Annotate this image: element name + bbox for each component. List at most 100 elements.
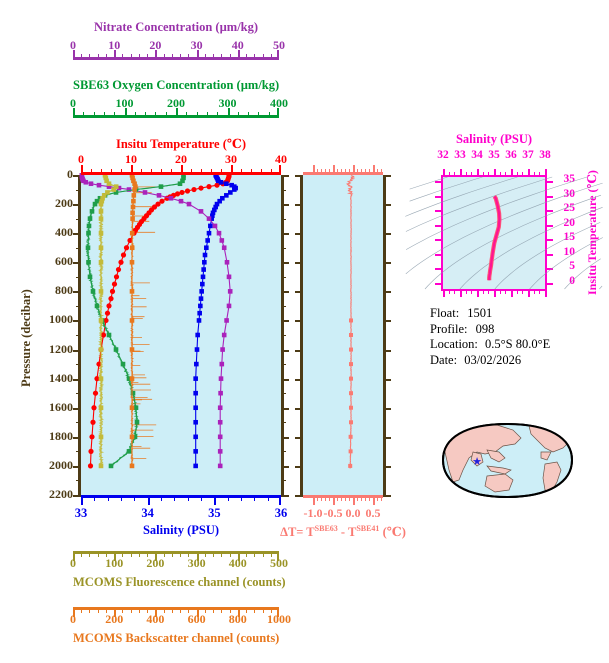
nitrate-axis-tick-3: 30 bbox=[190, 38, 203, 52]
meta-date-row: Date: 03/02/2026 bbox=[430, 353, 550, 369]
ts-y-tick-4: 15 bbox=[563, 231, 576, 244]
delta-tick-1: -0.5 bbox=[323, 506, 343, 520]
salinity-tick-1: 34 bbox=[141, 506, 154, 520]
temperature-axis-title: Insitu Temperature (℃) bbox=[115, 137, 247, 151]
delta-title-part-title: ΔT= T bbox=[280, 525, 315, 540]
backscatter-axis-tick-5: 1000 bbox=[267, 612, 291, 626]
temperature-axis-tick-4: 40 bbox=[275, 152, 287, 166]
meta-location-label: Location: bbox=[430, 337, 478, 351]
oxygen-axis-tick-3: 300 bbox=[218, 96, 237, 110]
delta-panel-frame-l bbox=[300, 175, 303, 495]
ts-x-tick-0: 32 bbox=[437, 149, 449, 161]
ts-y-tick-1: 30 bbox=[563, 187, 576, 200]
pressure-tick-3: 600 bbox=[55, 254, 73, 269]
nitrate-axis-title: Nitrate Concentration (µm/kg) bbox=[93, 20, 259, 34]
backscatter-axis-tick-3: 600 bbox=[187, 612, 206, 626]
ts-diagram-curve bbox=[405, 176, 603, 290]
backscatter-axis-tick-1: 200 bbox=[105, 612, 124, 626]
fluorescence-axis-tick-2: 200 bbox=[146, 556, 165, 570]
delta-title-part-title_end: (℃) bbox=[379, 525, 406, 540]
pressure-tick-6: 1200 bbox=[49, 341, 73, 356]
nitrate-axis-bar bbox=[73, 57, 279, 60]
meta-float-row: Float: 1501 bbox=[430, 306, 550, 322]
meta-date-value: 03/02/2026 bbox=[464, 352, 522, 367]
delta-panel-frame-r bbox=[383, 175, 386, 495]
fluorescence-axis-tick-1: 100 bbox=[105, 556, 124, 570]
ts-temperature-title: Insitu Temperature (℃) bbox=[585, 170, 599, 295]
ts-x-tick-3: 35 bbox=[488, 149, 500, 161]
float-location-marker: ★ bbox=[472, 455, 482, 468]
fluorescence-axis-tick-3: 300 bbox=[187, 556, 206, 570]
delta-axis-title: ΔT= TSBE63 - TSBE41 (℃) bbox=[273, 524, 413, 540]
profile-series bbox=[98, 172, 119, 469]
world-map-graphic: ★ bbox=[441, 422, 574, 499]
meta-location-row: Location: 0.5°S 80.0°E bbox=[430, 337, 550, 353]
ts-y-tick-5: 10 bbox=[563, 245, 576, 258]
meta-float-label: Float: bbox=[430, 306, 460, 320]
pressure-tick-1: 200 bbox=[55, 196, 73, 211]
float-metadata: Float: 1501 Profile: 098 Location: 0.5°S… bbox=[430, 306, 550, 368]
pressure-tick-11: 2200 bbox=[49, 487, 73, 501]
temperature-axis-line bbox=[81, 172, 281, 175]
nitrate-axis-tick-4: 40 bbox=[231, 38, 244, 52]
pressure-tick-9: 1800 bbox=[49, 428, 73, 443]
pressure-tick-4: 800 bbox=[55, 283, 73, 298]
isopycnal-contours bbox=[405, 176, 603, 290]
delta-tick-3: 0.5 bbox=[365, 506, 381, 520]
ts-x-tick-5: 37 bbox=[522, 149, 534, 161]
delta-temperature-curve bbox=[346, 174, 356, 469]
delta-title-part-title_mid: - T bbox=[337, 525, 357, 540]
profile-series bbox=[79, 172, 233, 469]
salinity-axis-line bbox=[81, 495, 281, 498]
delta-panel-frame-t bbox=[303, 172, 383, 175]
backscatter-axis-bar bbox=[73, 607, 279, 610]
ts-y-tick-0: 35 bbox=[563, 173, 576, 185]
meta-date-label: Date: bbox=[430, 352, 458, 367]
delta-title-part-title_sup1: SBE63 bbox=[314, 524, 338, 533]
nitrate-axis-tick-2: 20 bbox=[149, 38, 162, 52]
nitrate-axis-tick-0: 0 bbox=[70, 38, 76, 52]
oxygen-axis-tick-0: 0 bbox=[70, 96, 76, 110]
profile-curves bbox=[79, 172, 238, 469]
ts-x-tick-6: 38 bbox=[539, 149, 551, 161]
meta-profile-row: Profile: 098 bbox=[430, 322, 550, 338]
delta-tick-2: 0.0 bbox=[345, 506, 361, 520]
fluorescence-axis-title: MCOMS Fluorescence channel (counts) bbox=[73, 575, 286, 589]
ts-y-tick-2: 25 bbox=[563, 202, 576, 215]
world-map: ★ bbox=[425, 408, 590, 513]
ts-x-tick-1: 33 bbox=[454, 149, 466, 161]
pressure-tick-5: 1000 bbox=[49, 312, 73, 327]
delta-tick-0: -1.0 bbox=[303, 506, 323, 520]
ts-salinity-title: Salinity (PSU) bbox=[455, 132, 533, 146]
ts-y-tick-3: 20 bbox=[563, 216, 576, 229]
temperature-salinity-panel: Salinity (PSU) 32 33 34 35 36 37 38 35 30 25 20 15 10… bbox=[405, 132, 603, 297]
pressure-tick-8: 1600 bbox=[49, 399, 73, 414]
backscatter-axis-tick-4: 800 bbox=[228, 612, 247, 626]
temperature-axis-tick-3: 30 bbox=[225, 152, 237, 166]
pressure-tick-0: 0 bbox=[67, 167, 73, 181]
oxygen-axis-tick-2: 200 bbox=[167, 96, 185, 110]
pressure-tick-7: 1400 bbox=[49, 370, 73, 385]
fluorescence-axis-tick-4: 400 bbox=[228, 556, 247, 570]
ts-x-tick-4: 36 bbox=[505, 149, 517, 161]
profile-series bbox=[129, 172, 138, 469]
temperature-axis-tick-2: 20 bbox=[175, 152, 187, 166]
profile-series bbox=[193, 172, 238, 469]
pressure-tick-10: 2000 bbox=[49, 457, 73, 472]
pressure-tick-2: 400 bbox=[55, 225, 73, 240]
pressure-axis-title: Pressure (decibar) bbox=[19, 289, 33, 387]
ts-x-tick-2: 34 bbox=[471, 149, 483, 161]
delta-panel-frame-b bbox=[303, 495, 383, 498]
salinity-axis-title: Salinity (PSU) bbox=[142, 523, 220, 537]
oxygen-axis-tick-1: 100 bbox=[115, 96, 134, 110]
salinity-tick-3: 36 bbox=[274, 506, 288, 520]
fluorescence-axis-tick-5: 500 bbox=[270, 556, 288, 570]
profile-plot-panel: 0 200 400 600 800 1000 1200 1400 1600 1800 2000 220… bbox=[19, 167, 289, 537]
backscatter-axis-title: MCOMS Backscatter channel (counts) bbox=[73, 631, 280, 645]
backscatter-axis-tick-2: 400 bbox=[146, 612, 165, 626]
backscatter-axis-tick-0: 0 bbox=[70, 612, 76, 626]
salinity-tick-0: 33 bbox=[74, 506, 88, 520]
temperature-axis-tick-1: 10 bbox=[125, 152, 137, 166]
salinity-tick-2: 35 bbox=[208, 506, 221, 520]
map-landmasses bbox=[443, 424, 572, 493]
